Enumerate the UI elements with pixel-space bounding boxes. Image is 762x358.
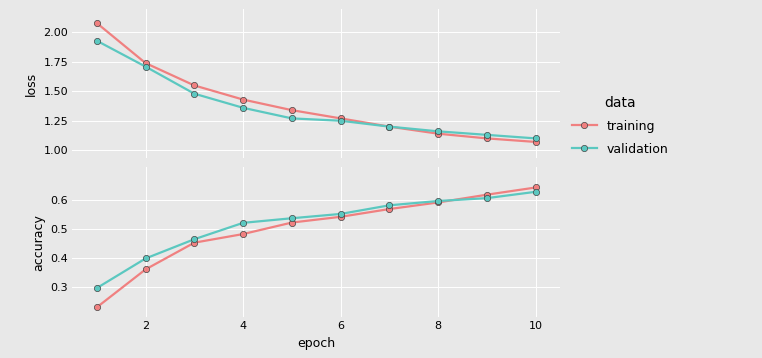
validation: [531, 136, 540, 141]
training: [92, 305, 101, 310]
validation: [141, 256, 150, 261]
validation: [190, 237, 199, 241]
training: [141, 267, 150, 272]
validation: [434, 129, 443, 134]
validation: [239, 106, 248, 110]
training: [287, 108, 296, 112]
training: [239, 97, 248, 102]
training: [531, 185, 540, 190]
training: [190, 83, 199, 88]
training: [482, 136, 491, 141]
validation: [336, 118, 345, 123]
validation: [287, 116, 296, 121]
validation: [482, 133, 491, 137]
validation: [482, 196, 491, 200]
training: [385, 207, 394, 211]
training: [385, 125, 394, 129]
training: [434, 131, 443, 136]
training: [239, 232, 248, 236]
validation: [190, 92, 199, 96]
validation: [239, 221, 248, 225]
training: [531, 140, 540, 144]
Y-axis label: loss: loss: [25, 72, 38, 96]
training: [336, 215, 345, 219]
validation: [141, 64, 150, 69]
training: [141, 61, 150, 65]
Line: training: training: [94, 20, 539, 145]
Line: training: training: [94, 184, 539, 310]
training: [190, 241, 199, 245]
validation: [385, 125, 394, 129]
Line: validation: validation: [94, 38, 539, 141]
training: [287, 221, 296, 225]
training: [434, 200, 443, 204]
training: [92, 21, 101, 25]
validation: [287, 216, 296, 221]
validation: [434, 199, 443, 203]
validation: [92, 286, 101, 290]
validation: [336, 212, 345, 216]
validation: [92, 39, 101, 43]
validation: [531, 190, 540, 194]
X-axis label: epoch: epoch: [297, 337, 335, 349]
Line: validation: validation: [94, 189, 539, 291]
validation: [385, 203, 394, 207]
Legend: training, validation: training, validation: [572, 96, 668, 156]
training: [336, 116, 345, 121]
Y-axis label: accuracy: accuracy: [32, 214, 45, 271]
training: [482, 193, 491, 197]
